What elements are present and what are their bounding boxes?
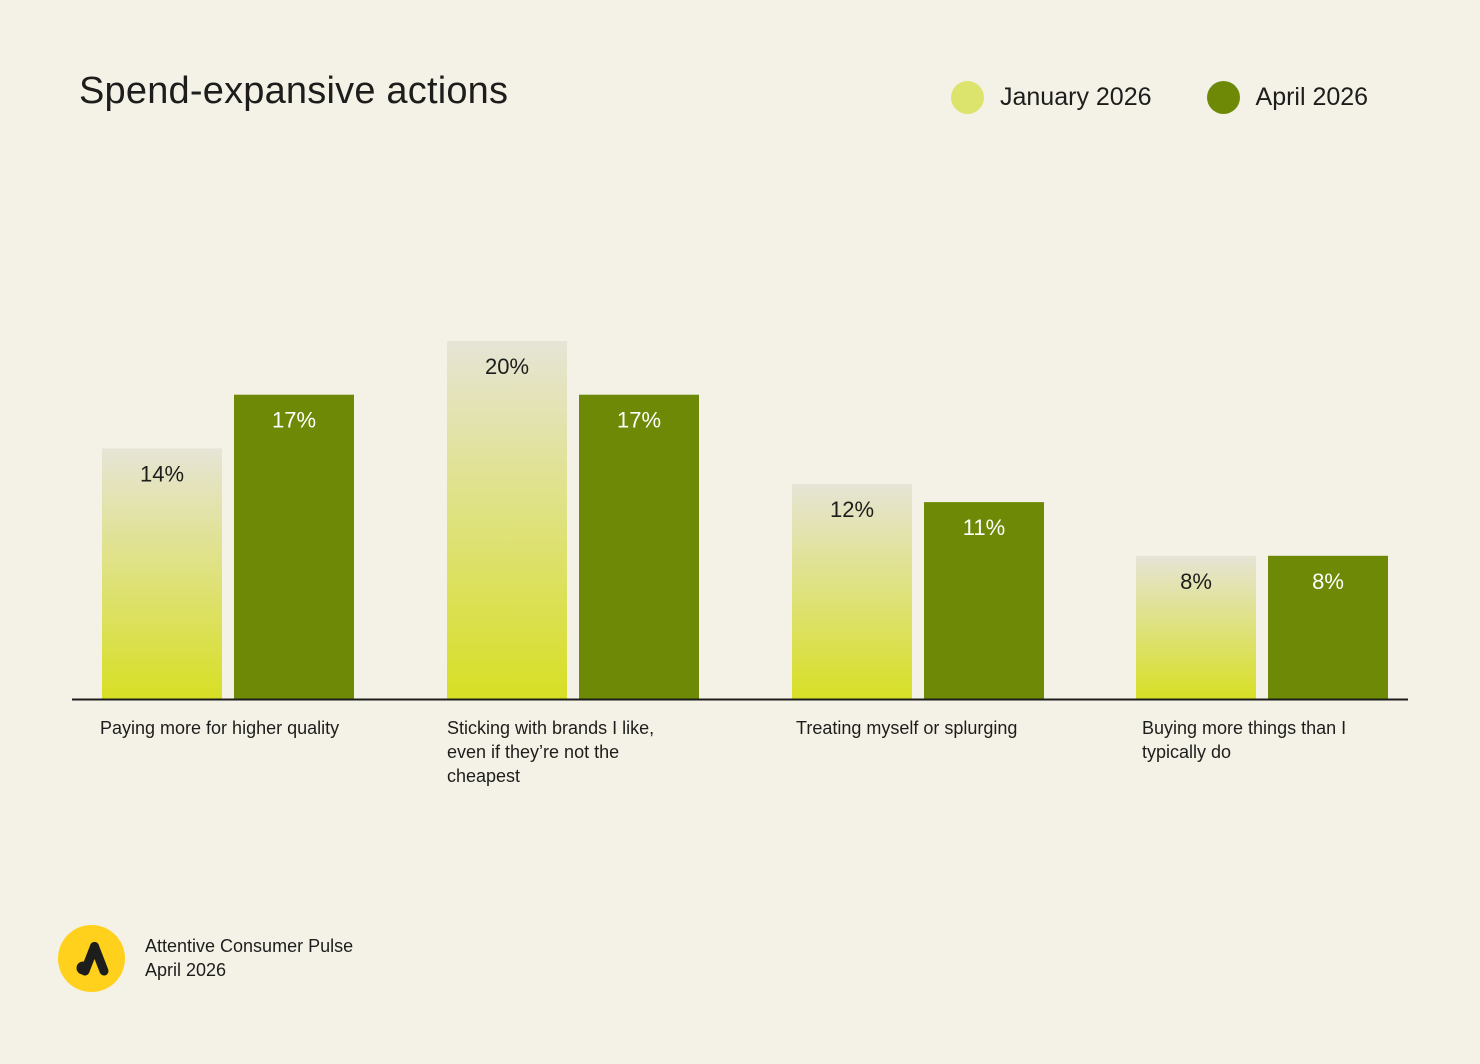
legend-label-january: January 2026 <box>1000 82 1152 111</box>
bar-january-2 <box>792 484 912 699</box>
data-label-april-3: 8% <box>1312 569 1344 594</box>
bar-april-0 <box>234 394 354 699</box>
footer-source-date: April 2026 <box>145 960 227 980</box>
footer-source-name: Attentive Consumer Pulse <box>145 936 354 956</box>
data-label-april-2: 11% <box>963 515 1005 540</box>
bar-january-0 <box>102 448 222 699</box>
legend-item-april: April 2026 <box>1206 80 1369 114</box>
footer-source: Attentive Consumer Pulse April 2026 <box>145 934 353 982</box>
category-label-splurging: Treating myself or splurging <box>796 718 1018 738</box>
legend-label-april: April 2026 <box>1255 82 1369 111</box>
bar-april-1 <box>579 394 699 699</box>
bar-january-1 <box>447 341 567 699</box>
data-label-january-0: 14% <box>140 461 184 486</box>
category-label-brands: Sticking with brands I like, even if the… <box>447 718 655 786</box>
bars-group: 14% 17% 20% 17% 12% 11% 8% 8% <box>102 341 1388 699</box>
attentive-logo-icon <box>58 925 125 992</box>
bar-january-3 <box>1136 555 1256 699</box>
category-label-buying-more: Buying more things than I typically do <box>1142 718 1347 762</box>
legend-swatch-april <box>1206 80 1240 114</box>
bar-april-3 <box>1268 555 1388 699</box>
legend-swatch-january <box>951 80 984 114</box>
data-label-january-1: 20% <box>485 354 529 379</box>
data-label-april-0: 17% <box>272 408 316 433</box>
data-label-january-3: 8% <box>1180 569 1212 594</box>
data-label-april-1: 17% <box>617 408 661 433</box>
legend-item-january: January 2026 <box>951 80 1152 114</box>
bar-april-2 <box>924 502 1044 699</box>
data-label-january-2: 12% <box>830 497 874 522</box>
category-label-quality: Paying more for higher quality <box>100 718 340 738</box>
attentive-logo-glyph <box>76 942 109 976</box>
legend: January 2026 April 2026 <box>951 78 1368 116</box>
chart-title: Spend-expansive actions <box>79 70 509 112</box>
